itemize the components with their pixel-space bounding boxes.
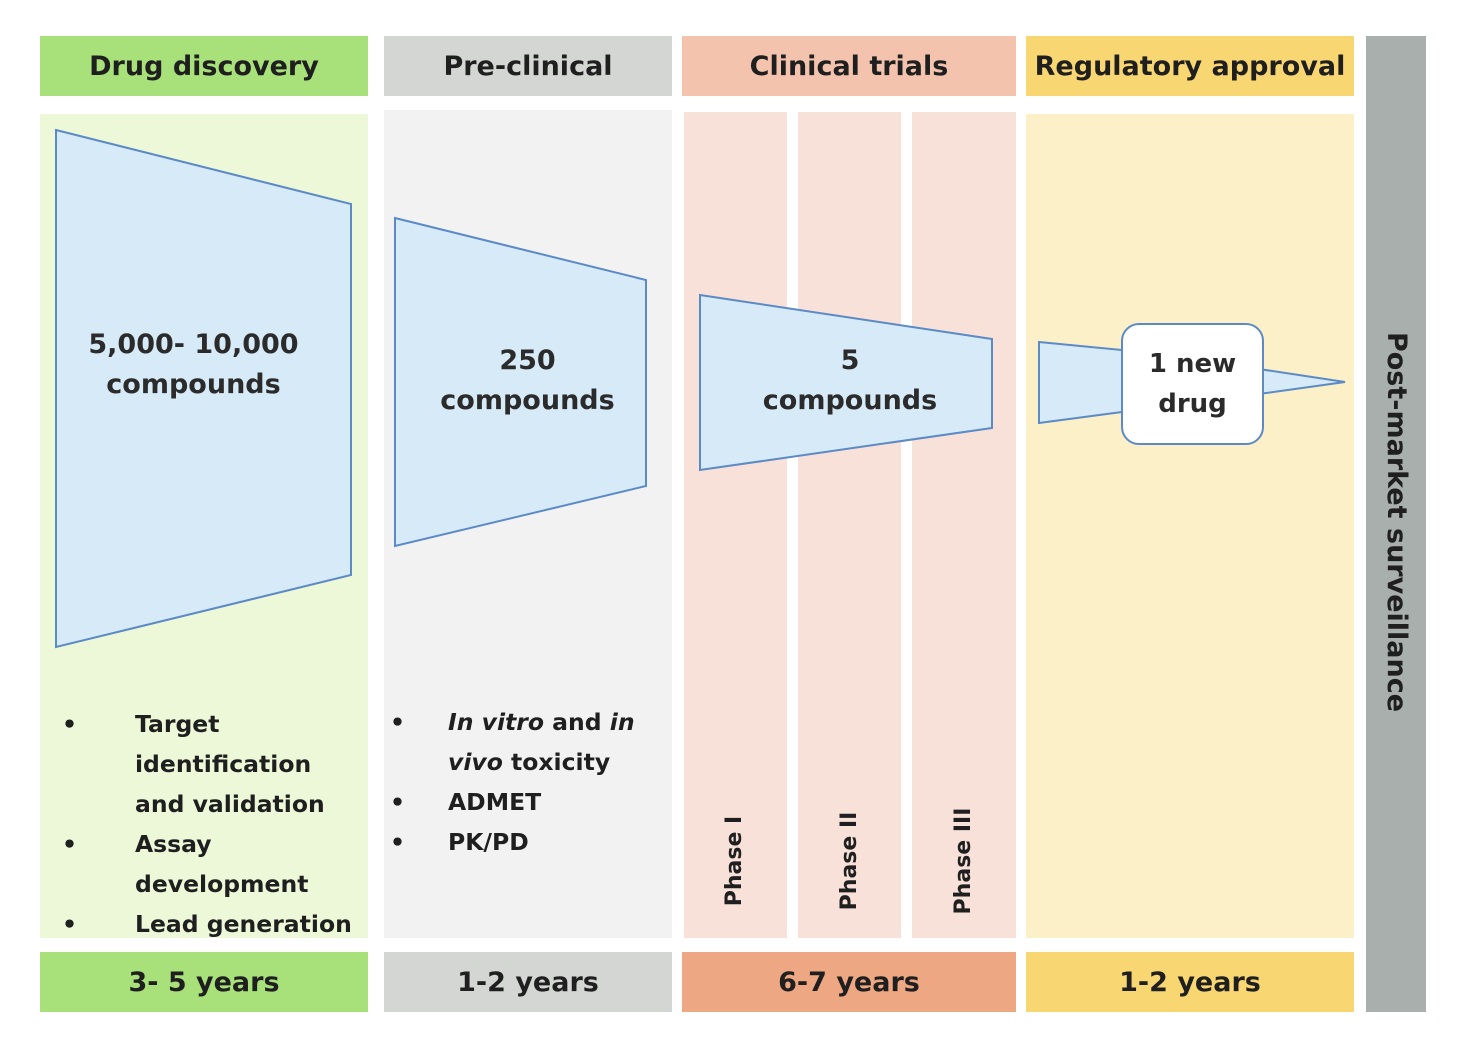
- column-phase-1: [684, 112, 787, 938]
- activity-item: In vitro and in vivo toxicity: [384, 702, 672, 782]
- funnel-count: 5: [840, 345, 860, 376]
- funnel-clinical: [699, 293, 993, 472]
- activity-label: Target identification and validation: [135, 710, 325, 818]
- column-phase-3: [912, 112, 1016, 938]
- activity-label-italic: in vivo: [448, 708, 635, 776]
- funnel-regulatory-tip: [1258, 367, 1346, 396]
- header-pre-clinical: Pre-clinical: [384, 36, 672, 96]
- activity-label: Lead generation: [135, 910, 352, 938]
- activity-label: PK/PD: [448, 828, 529, 856]
- funnel-label-preclinical: 250 compounds: [395, 341, 660, 421]
- activity-item: Target identification and validation: [40, 704, 368, 824]
- funnel-unit: compounds: [106, 369, 281, 400]
- duration-pre-clinical: 1-2 years: [384, 952, 672, 1012]
- activity-label: toxicity: [502, 748, 611, 776]
- funnel-count: 5,000- 10,000: [88, 329, 299, 360]
- funnel-label-discovery: 5,000- 10,000 compounds: [56, 325, 331, 405]
- duration-clinical-trials: 6-7 years: [682, 952, 1016, 1012]
- phase-label-2: Phase II: [837, 811, 862, 911]
- funnel-regulatory: [1038, 340, 1123, 425]
- activity-item: ADMET: [384, 782, 672, 822]
- column-regulatory-approval: [1026, 114, 1354, 938]
- preclinical-activities: In vitro and in vivo toxicity ADMET PK/P…: [384, 702, 672, 862]
- header-regulatory-approval: Regulatory approval: [1026, 36, 1354, 96]
- funnel-preclinical: [394, 216, 647, 548]
- activity-item: Lead generation: [40, 904, 368, 944]
- header-drug-discovery: Drug discovery: [40, 36, 368, 96]
- phase-label-1: Phase I: [722, 815, 747, 907]
- new-drug-box: 1 new drug: [1121, 323, 1264, 445]
- funnel-unit: drug: [1158, 389, 1227, 419]
- activity-label: ADMET: [448, 788, 542, 816]
- activity-label-italic: In vitro: [448, 708, 544, 736]
- column-phase-2: [798, 112, 901, 938]
- activity-label: Assay development: [135, 830, 309, 898]
- discovery-activities: Target identification and validation Ass…: [40, 704, 368, 944]
- duration-drug-discovery: 3- 5 years: [40, 952, 368, 1012]
- funnel-count: 250: [499, 345, 556, 376]
- funnel-unit: compounds: [440, 385, 615, 416]
- funnel-unit: compounds: [762, 385, 938, 416]
- activity-item: PK/PD: [384, 822, 672, 862]
- phase-label-3: Phase III: [951, 807, 976, 915]
- funnel-discovery: [55, 128, 352, 649]
- funnel-label-clinical: 5 compounds: [700, 341, 1000, 421]
- funnel-count: 1 new: [1148, 349, 1237, 379]
- duration-regulatory-approval: 1-2 years: [1026, 952, 1354, 1012]
- activity-label: and: [544, 708, 610, 736]
- post-market-bar: [1366, 36, 1426, 1012]
- header-clinical-trials: Clinical trials: [682, 36, 1016, 96]
- activity-item: Assay development: [40, 824, 368, 904]
